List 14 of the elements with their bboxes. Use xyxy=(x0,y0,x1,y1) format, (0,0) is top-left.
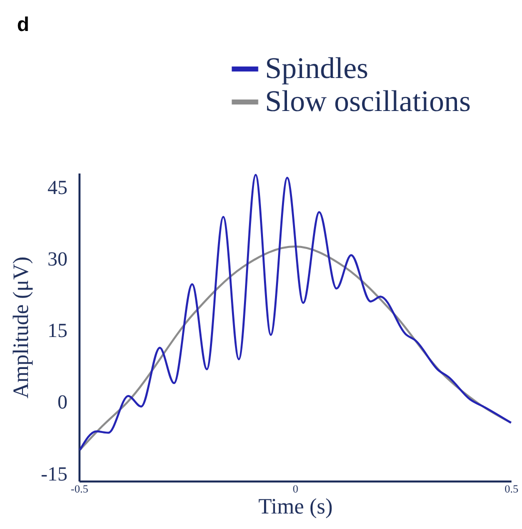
legend-label: Spindles xyxy=(265,52,368,85)
y-tick-label: 0 xyxy=(58,392,68,414)
x-axis-title: Time (s) xyxy=(258,494,333,518)
y-tick-label: -15 xyxy=(40,463,68,486)
legend-label: Slow oscillations xyxy=(265,85,471,118)
line-series xyxy=(78,174,512,451)
chart-title: d xyxy=(17,14,30,36)
y-axis-title: Amplitude (μV) xyxy=(8,256,33,398)
x-tick-label: 0.5 xyxy=(504,484,519,496)
y-tick-label: 30 xyxy=(48,248,68,270)
x-tick-label: 0 xyxy=(292,484,299,496)
x-tick-label: -0.5 xyxy=(70,484,89,496)
y-tick-label: 45 xyxy=(48,176,68,199)
y-tick-label: 15 xyxy=(48,320,68,342)
